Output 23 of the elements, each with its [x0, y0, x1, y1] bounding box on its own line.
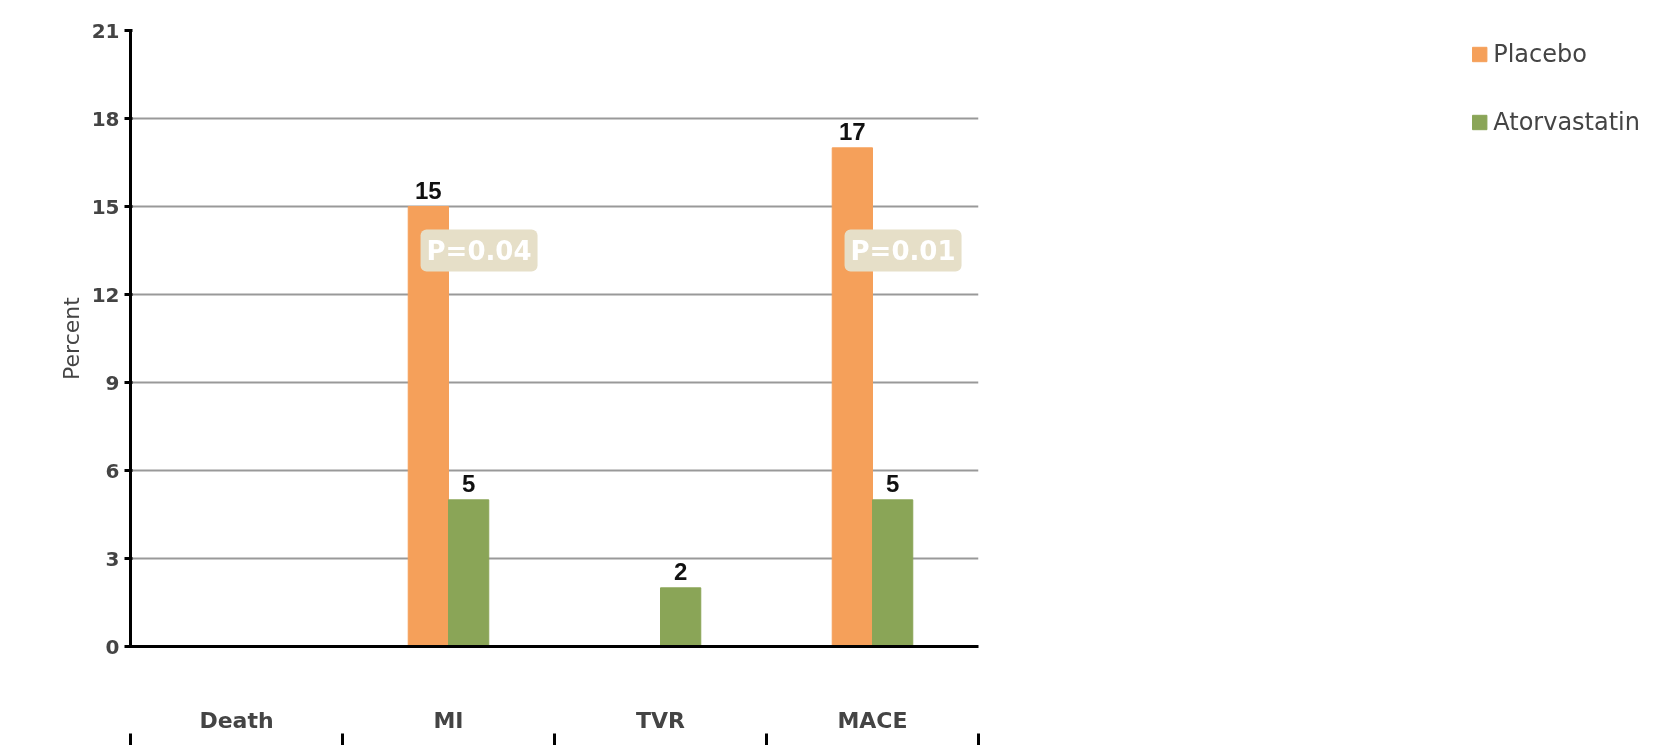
data-label: 5: [461, 469, 476, 497]
legend-label: Atorvastatin: [1493, 108, 1640, 136]
x-tick-label: MI: [433, 707, 464, 733]
legend-label: Placebo: [1493, 40, 1587, 68]
bar: [872, 499, 914, 647]
x-tick-label: Death: [199, 707, 274, 733]
y-tick-label: 6: [105, 458, 120, 483]
data-label: 17: [839, 117, 866, 145]
y-tick-label: 3: [105, 546, 120, 571]
bar: [448, 499, 490, 647]
data-label: 15: [415, 176, 442, 204]
y-tick-label: 0: [105, 634, 120, 659]
y-tick-label: 12: [91, 282, 120, 307]
x-tick-label: TVR: [636, 707, 686, 733]
data-label: 2: [673, 557, 688, 585]
y-tick-label: 15: [91, 194, 120, 219]
data-label: 5: [885, 469, 900, 497]
y-tick-label: 9: [105, 370, 120, 395]
y-axis-title: Percent: [58, 296, 84, 380]
bar: [660, 587, 702, 647]
x-tick-label: MACE: [837, 707, 908, 733]
y-tick-label: 18: [91, 106, 120, 131]
y-tick-label: 21: [91, 18, 120, 43]
